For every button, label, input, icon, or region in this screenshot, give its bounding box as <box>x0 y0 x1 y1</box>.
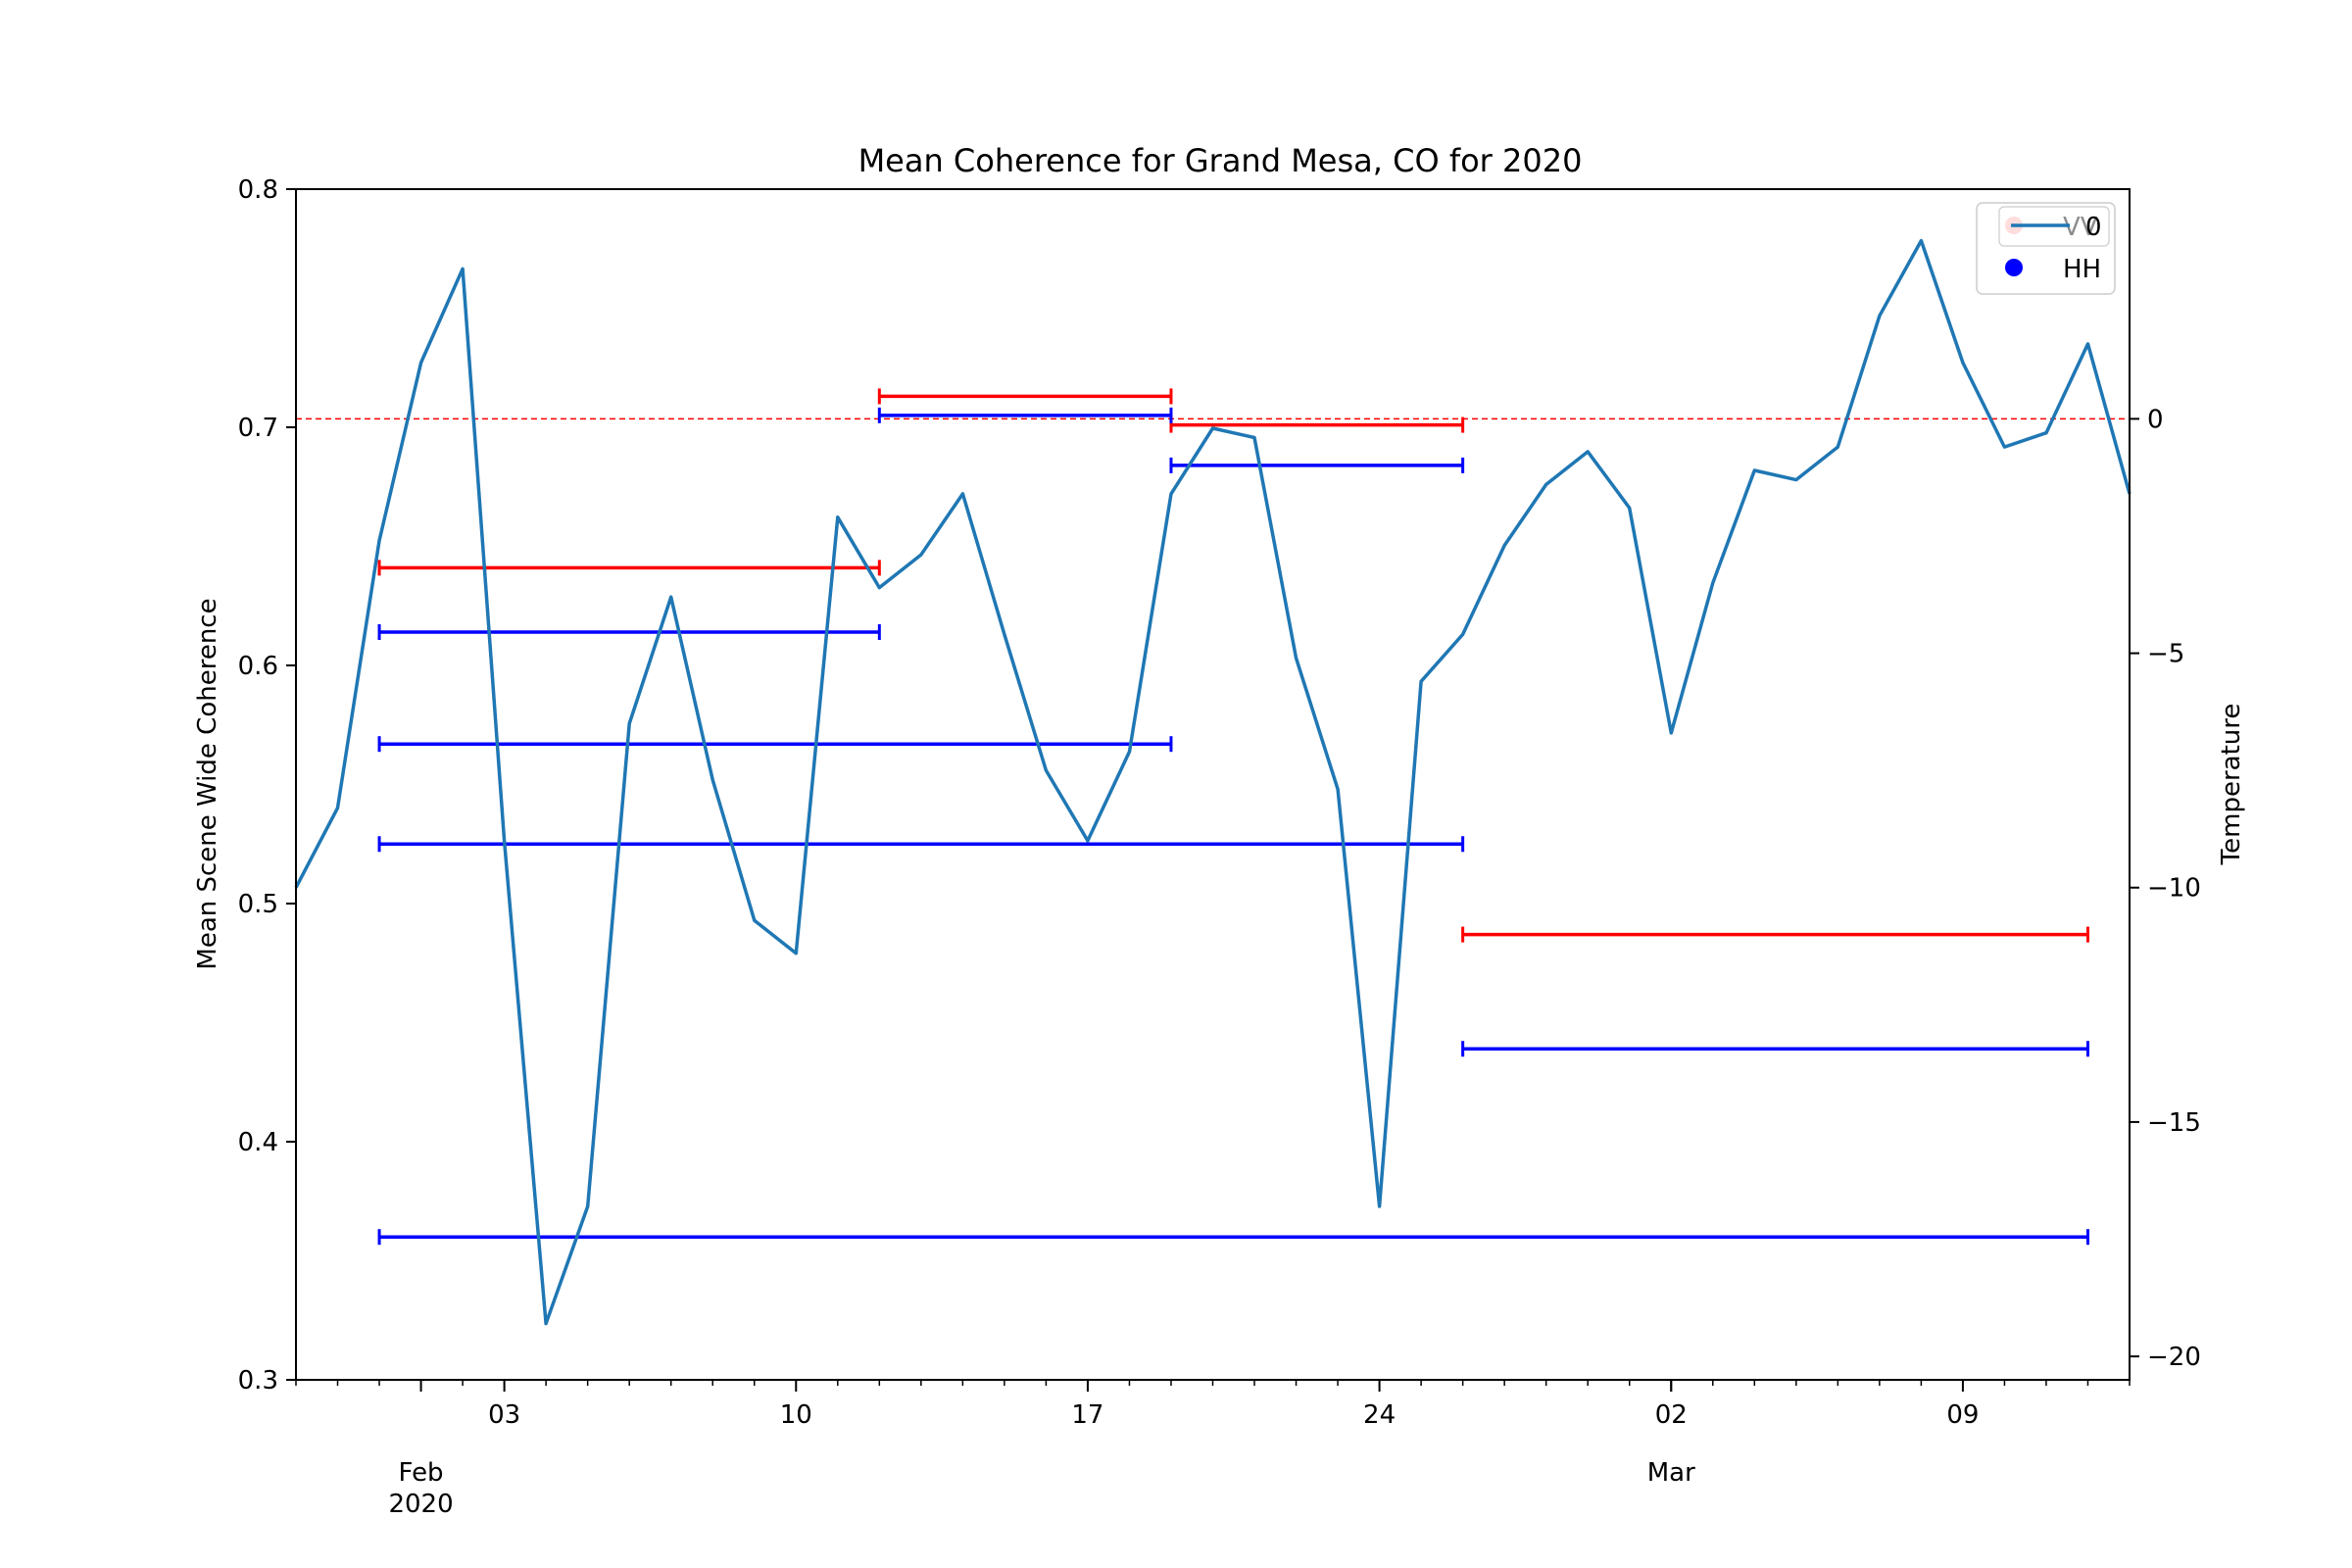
y2-tick-label: 0 <box>2147 405 2164 434</box>
temperature-line <box>294 238 2132 1326</box>
legend-label-hh: HH <box>2063 255 2101 284</box>
y-tick-label: 0.8 <box>238 175 278 205</box>
interval-bar-hh <box>877 407 1173 423</box>
y2-tick-label: −20 <box>2147 1343 2201 1372</box>
y2-tick-label: −10 <box>2147 874 2201 904</box>
x-tick-label: 03 <box>488 1400 520 1430</box>
x-year-label: 2020 <box>388 1490 453 1519</box>
x-month-label: Feb <box>399 1458 444 1488</box>
x-tick-label: 02 <box>1655 1400 1688 1430</box>
x-tick-label: 17 <box>1071 1400 1103 1430</box>
y-tick-label: 0.4 <box>238 1128 278 1157</box>
x-tick-label: 09 <box>1946 1400 1979 1430</box>
interval-bar-hh <box>377 623 881 640</box>
x-month-label: Mar <box>1647 1458 1695 1488</box>
y-tick-label: 0.3 <box>238 1366 278 1396</box>
legend: VVHH0 <box>1976 202 2116 295</box>
interval-bar-hh <box>377 1229 2089 1246</box>
y2-tick-label: −15 <box>2147 1108 2201 1138</box>
interval-bar-vv <box>377 560 881 576</box>
data-marks <box>294 238 2132 1326</box>
chart-title: Mean Coherence for Grand Mesa, CO for 20… <box>858 142 1583 179</box>
y2-axis-title: Temperature <box>2217 704 2246 866</box>
legend-label-line: 0 <box>2085 213 2102 242</box>
interval-bar-vv <box>1461 926 2089 943</box>
x-tick-label: 10 <box>780 1400 812 1430</box>
y-tick-label: 0.6 <box>238 652 278 681</box>
interval-bar-hh <box>1169 457 1465 473</box>
y2-tick-label: −5 <box>2147 640 2184 669</box>
x-tick-label: 24 <box>1363 1400 1396 1430</box>
y-tick-label: 0.5 <box>238 890 278 919</box>
y-tick-label: 0.7 <box>238 414 278 443</box>
interval-bar-vv <box>877 388 1173 405</box>
interval-bar-hh <box>377 836 1465 853</box>
y-axis-title: Mean Scene Wide Coherence <box>193 598 222 969</box>
legend-marker-hh <box>2005 259 2023 276</box>
interval-bar-hh <box>1461 1041 2089 1057</box>
